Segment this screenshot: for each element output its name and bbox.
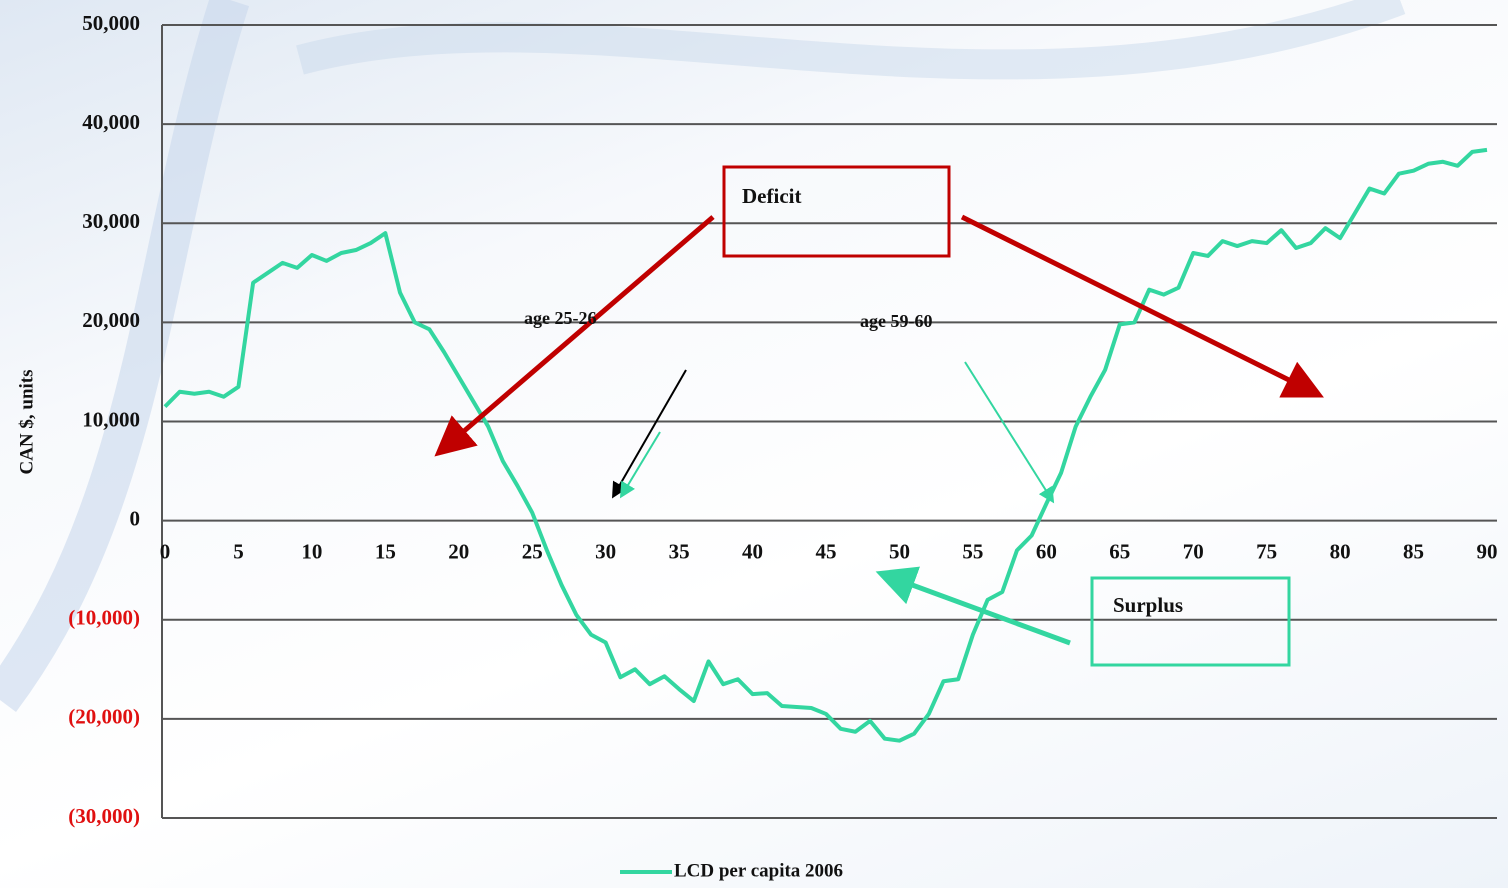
arrow xyxy=(612,369,687,499)
background-swoosh xyxy=(296,0,1406,80)
x-tick-label: 90 xyxy=(1477,539,1498,563)
annotation: Deficit xyxy=(742,184,801,208)
x-tick-label: 35 xyxy=(669,539,690,563)
x-tick-label: 30 xyxy=(595,539,616,563)
x-tick-label: 75 xyxy=(1256,539,1277,563)
y-tick-label: 30,000 xyxy=(82,209,140,233)
y-tick-label: 40,000 xyxy=(82,110,140,134)
x-tick-label: 15 xyxy=(375,539,396,563)
y-tick-label: 50,000 xyxy=(82,11,140,35)
arrow xyxy=(619,431,661,499)
x-tick-label: 10 xyxy=(301,539,322,563)
x-tick-label: 70 xyxy=(1183,539,1204,563)
x-tick-label: 80 xyxy=(1330,539,1351,563)
x-tick-label: 5 xyxy=(233,539,244,563)
x-tick-label: 55 xyxy=(962,539,983,563)
data-line xyxy=(163,147,1488,743)
arrow xyxy=(434,215,715,457)
y-tick-label: (30,000) xyxy=(68,804,140,828)
x-tick-label: 40 xyxy=(742,539,763,563)
y-tick-label: (10,000) xyxy=(68,606,140,630)
surplus-box xyxy=(1090,576,1291,667)
deficit-box xyxy=(722,165,951,258)
legend-label: LCD per capita 2006 xyxy=(674,860,843,881)
background-swoosh xyxy=(0,0,250,712)
x-tick-label: 25 xyxy=(522,539,543,563)
annotation: age 25-26 xyxy=(524,308,596,328)
y-tick-label: (20,000) xyxy=(68,705,140,729)
y-tick-label: 0 xyxy=(130,506,141,530)
y-tick-label: 20,000 xyxy=(82,308,140,332)
y-tick-label: 10,000 xyxy=(82,407,140,431)
x-tick-label: 50 xyxy=(889,539,910,563)
x-tick-label: 85 xyxy=(1403,539,1424,563)
arrow xyxy=(964,361,1055,504)
arrow xyxy=(875,566,1071,646)
arrow xyxy=(960,214,1324,398)
x-tick-label: 0 xyxy=(160,539,171,563)
x-tick-label: 20 xyxy=(448,539,469,563)
y-axis-label: CAN $, units xyxy=(16,369,37,474)
x-tick-label: 65 xyxy=(1109,539,1130,563)
plot-area: (30,000) (20,000) (10,000) 0 10,000 20,000 30,… xyxy=(68,11,1497,828)
annotation: Surplus xyxy=(1113,593,1183,617)
x-tick-label: 60 xyxy=(1036,539,1057,563)
x-tick-label: 45 xyxy=(816,539,837,563)
annotation: age 59-60 xyxy=(860,311,932,331)
